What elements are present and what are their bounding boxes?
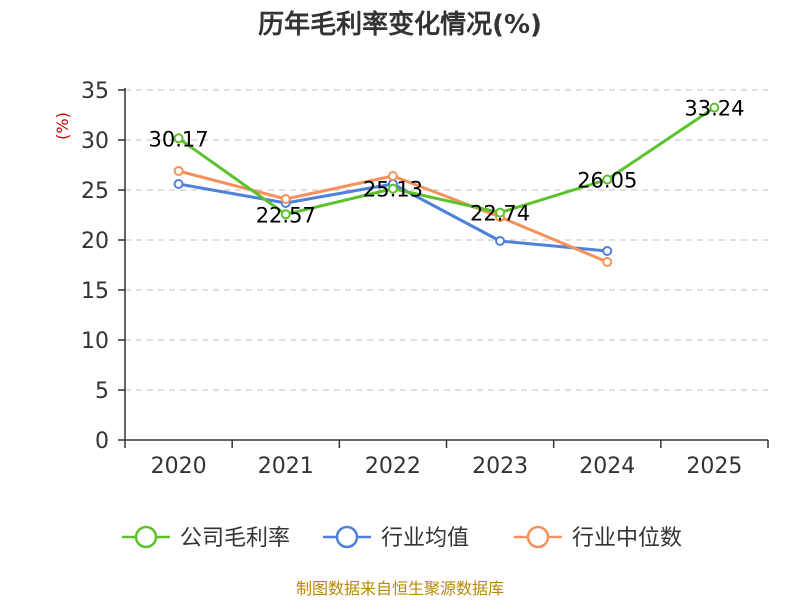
series-0-point-2021 — [280, 209, 291, 220]
source-note: 制图数据来自恒生聚源数据库 — [296, 579, 504, 598]
legend-label-0: 公司毛利率 — [180, 526, 290, 551]
y-tick-label-0: 0 — [95, 429, 109, 454]
y-tick-label-15: 15 — [81, 279, 109, 304]
data-label-2023: 22.74 — [470, 202, 530, 226]
data-label-2024: 26.05 — [577, 169, 637, 193]
data-label-2021: 22.57 — [256, 203, 316, 227]
x-tick-label-2025: 2025 — [686, 454, 742, 479]
legend-item-2[interactable]: 行业中位数 — [514, 525, 682, 551]
legend-swatch-marker-1 — [335, 525, 359, 549]
series-2-point-2020 — [173, 166, 184, 176]
legend-swatch-marker-2 — [526, 525, 550, 549]
series-0 — [173, 102, 720, 220]
y-tick-label-5: 5 — [95, 379, 109, 404]
data-label-2020: 30.17 — [149, 127, 209, 151]
data-label-2022: 25.13 — [363, 178, 423, 202]
series-0-point-2020 — [173, 133, 184, 144]
legend-swatch-marker-0 — [134, 525, 158, 549]
series-0-point-2022 — [387, 183, 398, 194]
y-tick-label-10: 10 — [81, 329, 109, 354]
x-tick-label-2023: 2023 — [472, 454, 528, 479]
y-tick-label-35: 35 — [81, 79, 109, 104]
legend-label-2: 行业中位数 — [572, 526, 682, 551]
series-lines — [173, 102, 720, 267]
y-tick-label-20: 20 — [81, 229, 109, 254]
legend-item-1[interactable]: 行业均值 — [323, 525, 469, 551]
series-1-point-2023 — [495, 236, 506, 246]
series-0-point-2023 — [495, 207, 506, 218]
x-tick-label-2020: 2020 — [151, 454, 207, 479]
data-labels: 30.17 22.57 25.13 22.74 26.05 33.24 — [149, 97, 745, 228]
series-0-point-2024 — [602, 174, 613, 185]
x-tick-label-2024: 2024 — [579, 454, 635, 479]
x-tick-label-2021: 2021 — [258, 454, 314, 479]
x-tick-label-2022: 2022 — [365, 454, 421, 479]
series-2-point-2021 — [280, 194, 291, 204]
data-label-2025: 33.24 — [684, 97, 744, 121]
legend-label-1: 行业均值 — [381, 526, 469, 551]
y-tick-label-30: 30 — [81, 129, 109, 154]
y-tick-label-25: 25 — [81, 179, 109, 204]
y-axis-unit-label: (%) — [53, 112, 72, 140]
series-0-point-2025 — [709, 102, 720, 113]
legend-item-0[interactable]: 公司毛利率 — [122, 525, 290, 551]
grid-lines — [125, 89, 768, 391]
series-2-point-2024 — [602, 257, 613, 267]
series-1-point-2024 — [602, 246, 613, 256]
series-2-point-2022 — [387, 171, 398, 181]
series-line-0 — [177, 106, 716, 216]
chart-title: 历年毛利率变化情况(%) — [258, 9, 542, 40]
legend[interactable]: 公司毛利率 行业均值 行业中位数 — [122, 525, 682, 551]
series-1-point-2020 — [173, 179, 184, 189]
